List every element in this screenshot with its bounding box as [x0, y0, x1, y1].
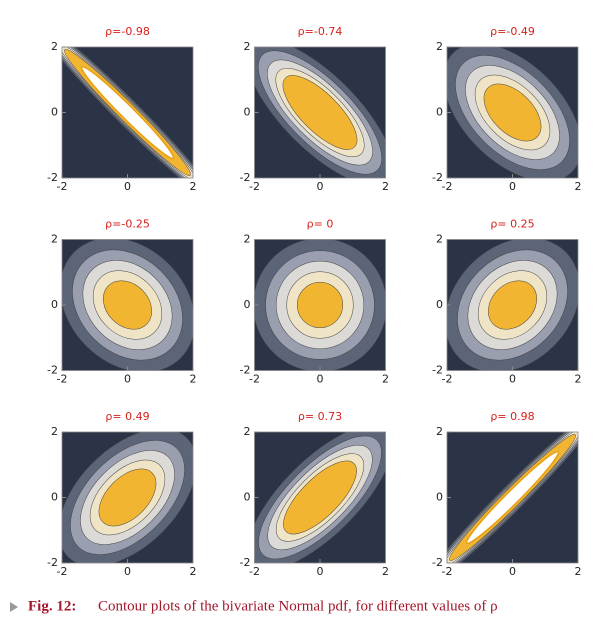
chart-title: ρ=-0.74	[298, 25, 343, 38]
y-tick-label: 2	[436, 425, 443, 438]
y-tick-label: -2	[432, 171, 443, 184]
x-tick-label: -2	[57, 565, 68, 578]
chart-title: ρ= 0.25	[490, 218, 534, 231]
x-tick-label: 2	[190, 373, 197, 386]
contours	[62, 47, 193, 178]
contours	[447, 47, 578, 178]
x-tick-label: 2	[190, 565, 197, 578]
chart-title: ρ=-0.25	[105, 218, 150, 231]
y-tick-label: 0	[51, 298, 58, 311]
y-tick-label: 2	[436, 40, 443, 53]
x-tick-label: 0	[317, 180, 324, 193]
contours	[62, 239, 193, 371]
y-tick-label: 0	[436, 106, 443, 119]
contour-band	[296, 281, 344, 329]
x-tick-label: 0	[124, 373, 131, 386]
expand-icon[interactable]	[10, 602, 18, 612]
x-tick-label: -2	[249, 180, 260, 193]
y-tick-label: 2	[51, 233, 58, 246]
y-tick-label: -2	[432, 364, 443, 377]
y-tick-label: 0	[51, 106, 58, 119]
y-tick-label: -2	[47, 171, 58, 184]
y-tick-label: 2	[51, 40, 58, 53]
contour-band	[465, 450, 560, 545]
contour-band	[488, 280, 537, 330]
contours	[447, 239, 578, 371]
x-tick-label: 2	[382, 565, 389, 578]
x-tick-label: -2	[442, 565, 453, 578]
x-tick-label: -2	[249, 373, 260, 386]
x-tick-label: 2	[575, 565, 582, 578]
x-tick-label: -2	[249, 565, 260, 578]
x-tick-label: 2	[382, 180, 389, 193]
contours	[447, 432, 578, 563]
y-tick-label: -2	[240, 171, 251, 184]
x-tick-label: 0	[317, 373, 324, 386]
y-tick-label: 2	[244, 233, 251, 246]
contours	[254, 47, 386, 178]
y-tick-label: 0	[244, 298, 251, 311]
x-tick-label: 0	[509, 565, 516, 578]
chart-title: ρ=-0.98	[105, 25, 150, 38]
caption-text: Contour plots of the bivariate Normal pd…	[98, 598, 498, 614]
x-tick-label: 0	[509, 373, 516, 386]
y-tick-label: 0	[244, 106, 251, 119]
chart-title: ρ= 0.98	[490, 410, 534, 423]
x-tick-label: 2	[382, 373, 389, 386]
contour-band	[283, 460, 357, 535]
contours	[62, 432, 193, 563]
y-tick-label: 0	[436, 298, 443, 311]
y-tick-label: -2	[47, 556, 58, 569]
y-tick-label: 2	[51, 425, 58, 438]
x-tick-label: -2	[442, 373, 453, 386]
x-tick-label: 2	[575, 373, 582, 386]
y-tick-label: -2	[240, 556, 251, 569]
contour-band	[80, 65, 175, 160]
x-tick-label: 0	[124, 180, 131, 193]
chart-title: ρ=-0.49	[490, 25, 535, 38]
y-tick-label: 0	[436, 491, 443, 504]
chart-title: ρ= 0	[307, 218, 334, 231]
x-tick-label: -2	[57, 180, 68, 193]
y-tick-label: 2	[244, 40, 251, 53]
x-tick-label: -2	[57, 373, 68, 386]
y-tick-label: -2	[47, 364, 58, 377]
contour-band	[483, 83, 542, 142]
x-tick-label: 0	[317, 565, 324, 578]
y-tick-label: -2	[432, 556, 443, 569]
x-tick-label: 0	[124, 565, 131, 578]
contour-band	[282, 75, 358, 150]
y-tick-label: 2	[436, 233, 443, 246]
chart-title: ρ= 0.49	[105, 410, 149, 423]
contour-band	[103, 280, 152, 330]
x-tick-label: 2	[190, 180, 197, 193]
x-tick-label: 2	[575, 180, 582, 193]
contours	[254, 239, 386, 371]
contours	[254, 432, 386, 563]
y-tick-label: 0	[244, 491, 251, 504]
y-tick-label: -2	[240, 364, 251, 377]
contour-band	[98, 468, 157, 527]
y-tick-label: 2	[244, 425, 251, 438]
x-tick-label: 0	[509, 180, 516, 193]
y-tick-label: 0	[51, 491, 58, 504]
chart-title: ρ= 0.73	[298, 410, 342, 423]
x-tick-label: -2	[442, 180, 453, 193]
caption-label: Fig. 12:	[28, 598, 76, 614]
